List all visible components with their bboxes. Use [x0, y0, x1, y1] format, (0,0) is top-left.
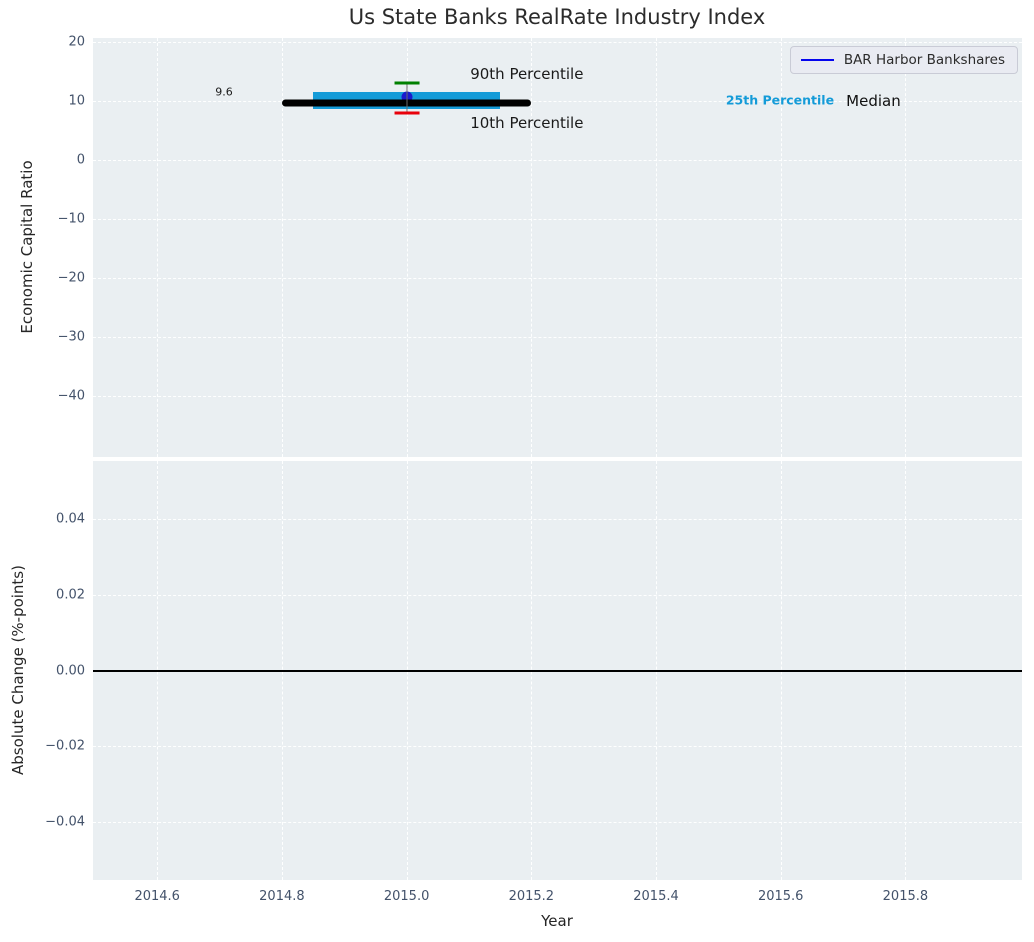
gridline-horizontal	[93, 159, 1022, 161]
x-axis-label: Year	[541, 912, 573, 930]
median-value-label: 9.6	[215, 85, 233, 99]
y-tick-label: 20	[68, 34, 85, 50]
gridline-horizontal	[93, 396, 1022, 398]
gridline-horizontal	[93, 218, 1022, 220]
chart-title: Us State Banks RealRate Industry Index	[348, 5, 766, 29]
25th-percentile-label: 25th Percentile	[725, 92, 835, 108]
gridline-vertical	[656, 38, 657, 457]
y-tick-label: 10	[68, 93, 85, 109]
90th-percentile-label: 90th Percentile	[470, 65, 584, 84]
y-tick-label: −0.04	[45, 814, 85, 830]
y-tick-label: −40	[57, 388, 85, 404]
bottom-axes	[93, 461, 1022, 880]
y-tick-label: 0	[76, 152, 85, 168]
median-label: Median	[846, 92, 901, 111]
zero-change-line	[93, 669, 1022, 672]
gridline-vertical	[531, 38, 533, 457]
gridline-vertical	[406, 38, 408, 457]
legend-label: BAR Harbor Bankshares	[843, 52, 1005, 68]
whisker-cap-10th	[394, 111, 420, 115]
y-tick-label: 0.02	[56, 587, 85, 603]
x-tick-label: 2015.2	[508, 889, 555, 904]
gridline-horizontal	[93, 822, 1022, 824]
x-tick-label: 2015.6	[757, 889, 804, 904]
whisker-cap-90th	[394, 81, 420, 85]
y-tick-label: 0.00	[56, 663, 85, 678]
x-tick-label: 2014.8	[259, 889, 305, 904]
y-tick-label: 0.04	[56, 511, 85, 527]
gridline-horizontal	[93, 41, 1022, 43]
legend: BAR Harbor Bankshares	[789, 46, 1018, 74]
top-axes: BAR Harbor Bankshares 9.6 90th Percentile…	[93, 38, 1022, 457]
gridline-horizontal	[93, 594, 1022, 596]
gridline-horizontal	[93, 518, 1022, 520]
whisker-line	[406, 82, 408, 114]
y-axis-label-bottom: Absolute Change (%-points)	[9, 565, 27, 775]
x-tick-label: 2015.8	[882, 889, 929, 904]
gridline-horizontal	[93, 337, 1022, 339]
gridline-vertical	[281, 38, 283, 457]
gridline-horizontal	[93, 277, 1022, 279]
legend-line-icon	[800, 59, 834, 61]
10th-percentile-label: 10th Percentile	[470, 114, 584, 133]
y-tick-label: −0.02	[45, 738, 85, 754]
x-tick-label: 2015.4	[633, 889, 679, 904]
y-tick-label: −30	[57, 329, 85, 345]
gridline-horizontal	[93, 746, 1022, 748]
gridline-vertical	[780, 38, 782, 457]
y-tick-label: −10	[57, 211, 85, 227]
gridline-horizontal	[93, 100, 1022, 102]
x-tick-label: 2015.0	[383, 889, 430, 904]
x-tick-label: 2014.6	[134, 889, 180, 904]
gridline-vertical	[157, 38, 159, 457]
gridline-vertical	[905, 38, 907, 457]
y-axis-label-top: Economic Capital Ratio	[18, 160, 36, 334]
y-tick-label: −20	[57, 270, 85, 286]
